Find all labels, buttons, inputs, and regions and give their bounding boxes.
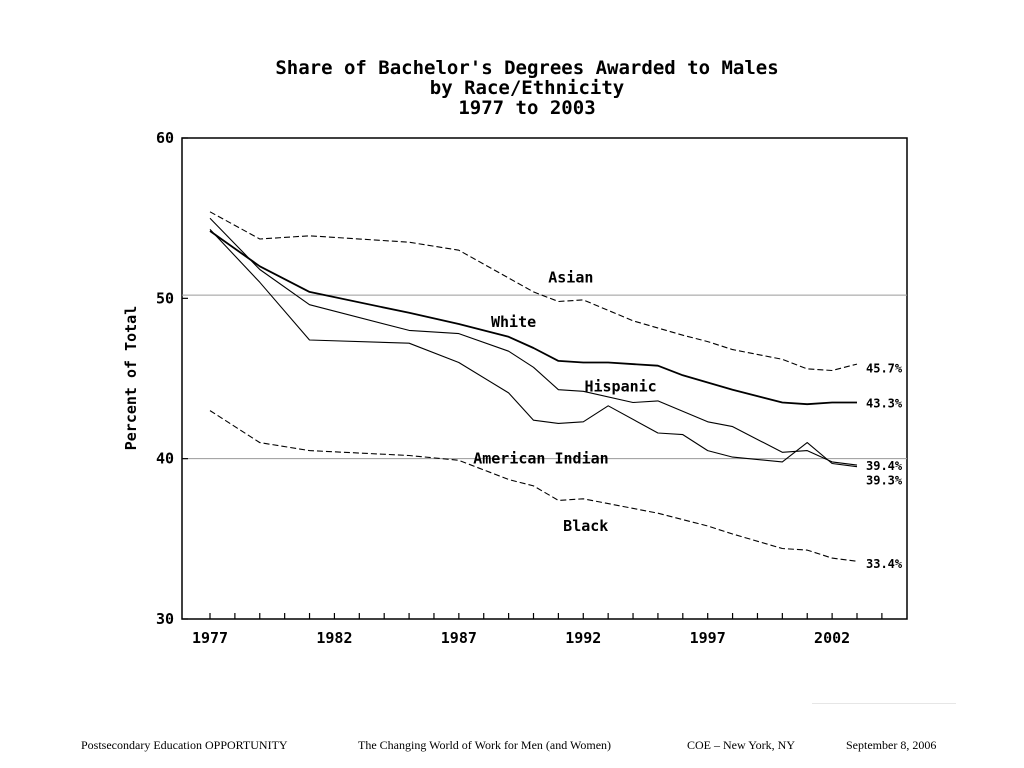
series-line-black xyxy=(209,410,858,562)
y-axis-label: Percent of Total xyxy=(122,306,140,451)
plot-area: 1977 1982 1987 1992 1997 2002 30 40 50 60 Asian 45.… xyxy=(156,129,908,647)
chart-title: Share of Bachelor's Degrees Awarded to M… xyxy=(275,57,778,119)
series-label-asian: Asian xyxy=(548,268,593,286)
chart: Share of Bachelor's Degrees Awarded to M… xyxy=(122,57,908,647)
x-tick-label-1987: 1987 xyxy=(441,629,477,647)
x-tick-label-1997: 1997 xyxy=(690,629,726,647)
series-line-hispanic xyxy=(209,217,858,466)
end-value-label-black: 33.4% xyxy=(866,557,903,571)
x-tick-label-1977: 1977 xyxy=(192,629,228,647)
y-tick-label-60: 60 xyxy=(156,129,174,147)
footer-rule xyxy=(812,703,956,704)
footer-left: Postsecondary Education OPPORTUNITY xyxy=(81,738,288,752)
series-line-american-indian xyxy=(209,229,858,468)
footer-location: COE – New York, NY xyxy=(687,738,796,752)
footer-date: September 8, 2006 xyxy=(846,738,937,752)
series-label-american-indian: American Indian xyxy=(473,449,608,467)
chart-title-line-2: by Race/Ethnicity xyxy=(430,77,624,99)
series-label-white: White xyxy=(491,313,536,331)
end-value-label-american-indian: 39.3% xyxy=(866,474,903,488)
x-tick-label-1992: 1992 xyxy=(565,629,601,647)
y-tick-label-40: 40 xyxy=(156,450,174,468)
chart-title-line-1: Share of Bachelor's Degrees Awarded to M… xyxy=(275,57,778,79)
x-tick-label-1982: 1982 xyxy=(316,629,352,647)
end-value-label-white: 43.3% xyxy=(866,397,903,411)
series-label-black: Black xyxy=(563,517,608,535)
footer-center: The Changing World of Work for Men (and … xyxy=(358,738,612,752)
series-label-hispanic: Hispanic xyxy=(584,377,656,395)
y-tick-label-50: 50 xyxy=(156,289,174,307)
x-tick-label-2002: 2002 xyxy=(814,629,850,647)
end-value-label-hispanic: 39.4% xyxy=(866,459,903,473)
series-line-asian xyxy=(209,211,858,372)
plot-frame xyxy=(181,137,908,620)
chart-title-line-3: 1977 to 2003 xyxy=(458,97,595,119)
y-tick-label-30: 30 xyxy=(156,610,174,628)
slide-footer: Postsecondary Education OPPORTUNITY The … xyxy=(0,738,1024,758)
series-line-white xyxy=(209,230,857,406)
end-value-label-asian: 45.7% xyxy=(866,361,903,375)
